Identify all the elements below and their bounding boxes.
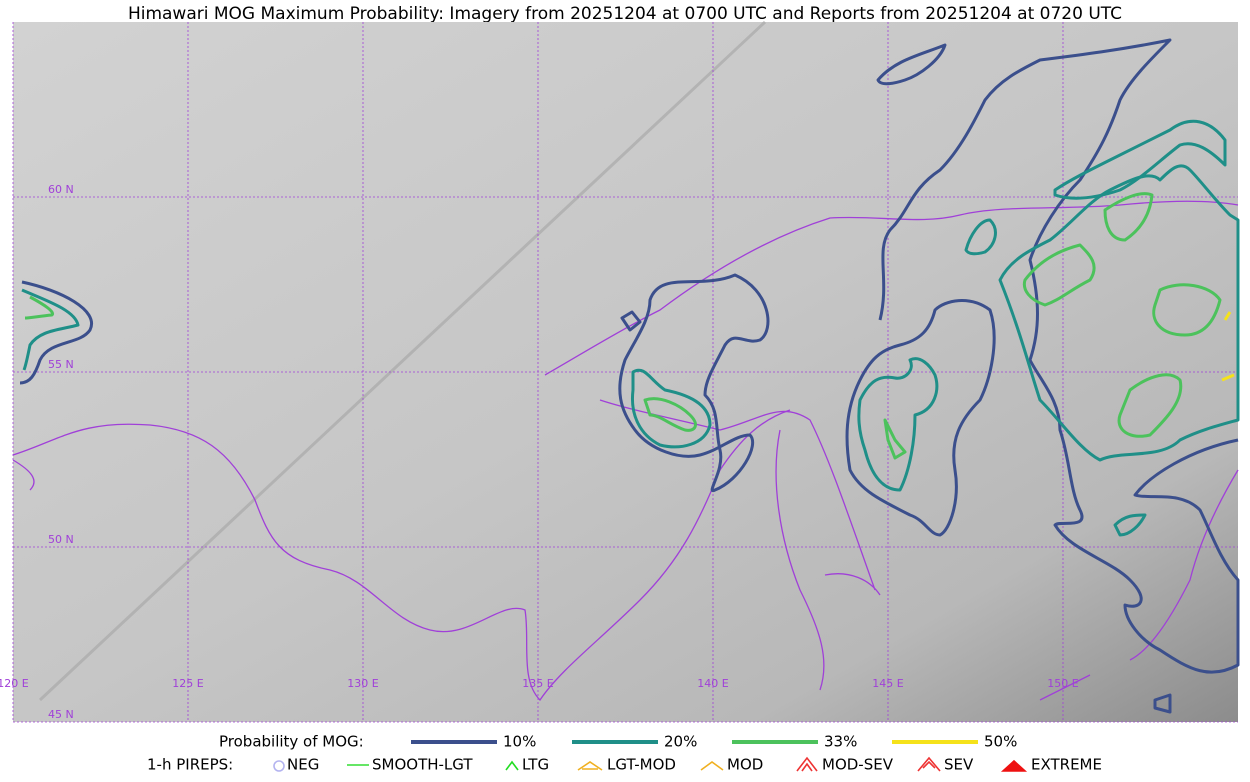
lat-label: 45 N [48,708,74,721]
lat-label: 50 N [48,533,74,546]
legend-label: 1-h PIREPS: [147,756,233,774]
legend-label: Probability of MOG: [219,733,364,751]
legend-entry: SEV [944,756,974,774]
legend-entry: 50% [984,733,1017,751]
map: 120 E 125 E 130 E 135 E 140 E 145 E 150 E 60 N 5… [0,20,1240,723]
legend-entry: NEG [287,756,319,774]
probability-contours [19,38,1240,714]
pirep-symbol [1000,759,1028,772]
legend-entry: MOD [727,756,763,774]
pirep-symbol [505,760,519,771]
lon-label: 140 E [697,677,728,690]
pirep-symbol [700,761,724,771]
legend-entry: 10% [503,733,536,751]
lat-label: 60 N [48,183,74,196]
lon-label: 120 E [0,677,29,690]
lon-label: 130 E [347,677,378,690]
lat-label: 55 N [48,358,74,371]
pirep-symbol [273,760,285,772]
legend-entry: 33% [824,733,857,751]
pirep-symbol [917,756,941,772]
lon-label: 145 E [872,677,903,690]
lon-label: 150 E [1047,677,1078,690]
pirep-symbol [796,756,818,772]
pirep-symbol [577,761,603,771]
legend-entry: MOD-SEV [822,756,894,774]
graticule: 120 E 125 E 130 E 135 E 140 E 145 E 150 E 60 N 5… [0,22,1238,723]
title: Himawari MOG Maximum Probability: Imager… [128,4,1122,24]
legend-entry: 20% [664,733,697,751]
legend: Probability of MOG: 10% 20% 33% 50% 1-h PIREP… [147,733,1102,774]
lon-label: 135 E [522,677,553,690]
legend-entry: LGT-MOD [607,756,676,774]
lon-label: 125 E [172,677,203,690]
swath-edge [38,20,767,702]
legend-entry: LTG [522,756,549,774]
legend-entry: SMOOTH-LGT [372,756,473,774]
legend-entry: EXTREME [1031,756,1102,774]
